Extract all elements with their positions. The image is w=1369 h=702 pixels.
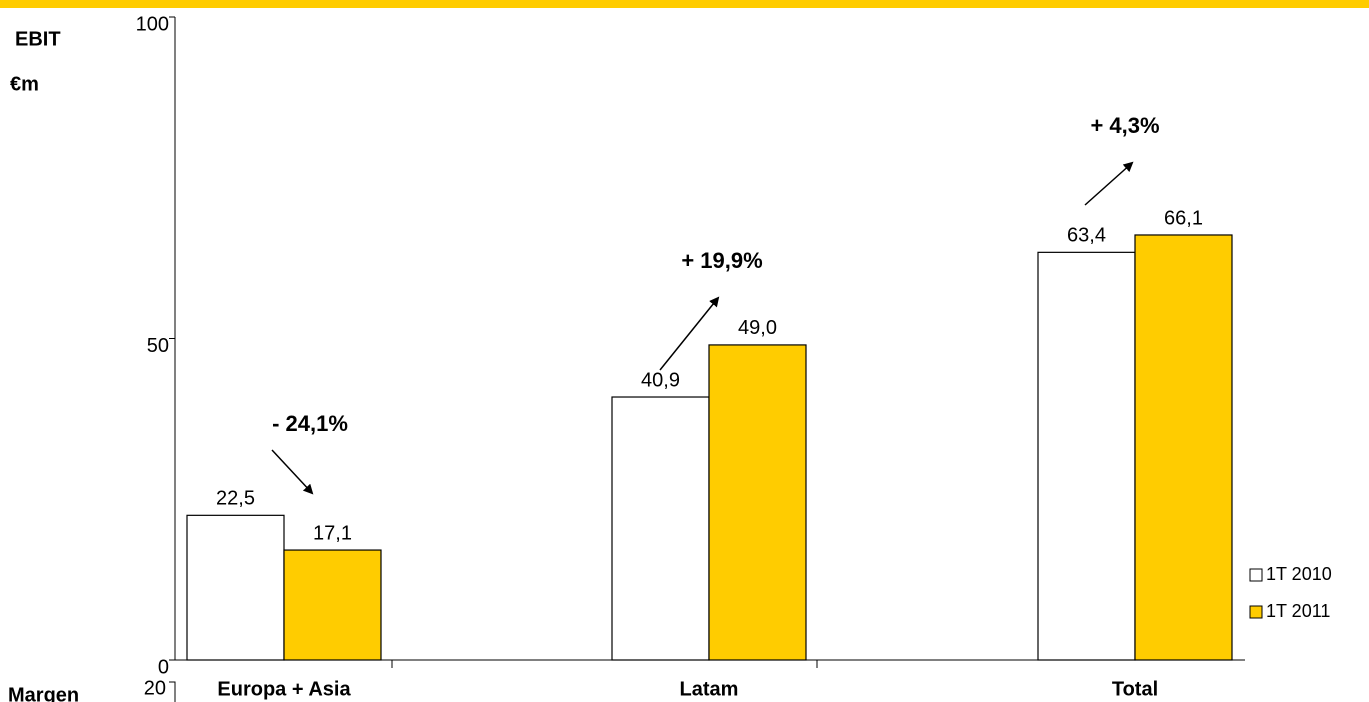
legend-swatch: [1249, 568, 1263, 582]
value-label: 63,4: [1067, 225, 1106, 247]
x-tick-label: Latam: [680, 678, 739, 700]
y-unit: €m: [10, 73, 39, 95]
annotation: + 4,3%: [1090, 113, 1159, 138]
bar: [708, 344, 807, 661]
legend-label: 1T 2011: [1266, 601, 1330, 621]
value-label: 66,1: [1164, 207, 1203, 229]
annotation: - 24,1%: [272, 411, 348, 436]
value-label: 49,0: [738, 317, 777, 339]
arrow: [659, 296, 720, 371]
legend-swatch: [1249, 605, 1263, 619]
y-label: EBIT: [15, 28, 61, 50]
bar: [186, 514, 285, 661]
annotation: + 19,9%: [681, 248, 762, 273]
y-tick-label: 50: [147, 335, 169, 357]
top-band: [0, 0, 1369, 8]
lower-label: Margen: [8, 684, 79, 702]
lower-axis: [169, 681, 176, 702]
arrow: [271, 449, 314, 495]
bar: [283, 549, 382, 661]
x-tick-label: Total: [1112, 678, 1158, 700]
arrow: [1084, 161, 1134, 206]
value-label: 40,9: [641, 369, 680, 391]
bar: [1037, 251, 1136, 661]
legend-label: 1T 2010: [1266, 564, 1332, 584]
bar: [611, 396, 710, 661]
value-label: 17,1: [313, 522, 352, 544]
y-tick-label: 0: [158, 656, 169, 678]
y-tick-label: 100: [136, 13, 169, 35]
lower-tick-label: 20: [144, 677, 166, 699]
value-label: 22,5: [216, 488, 255, 510]
bar: [1134, 234, 1233, 661]
x-tick-label: Europa + Asia: [217, 678, 351, 700]
